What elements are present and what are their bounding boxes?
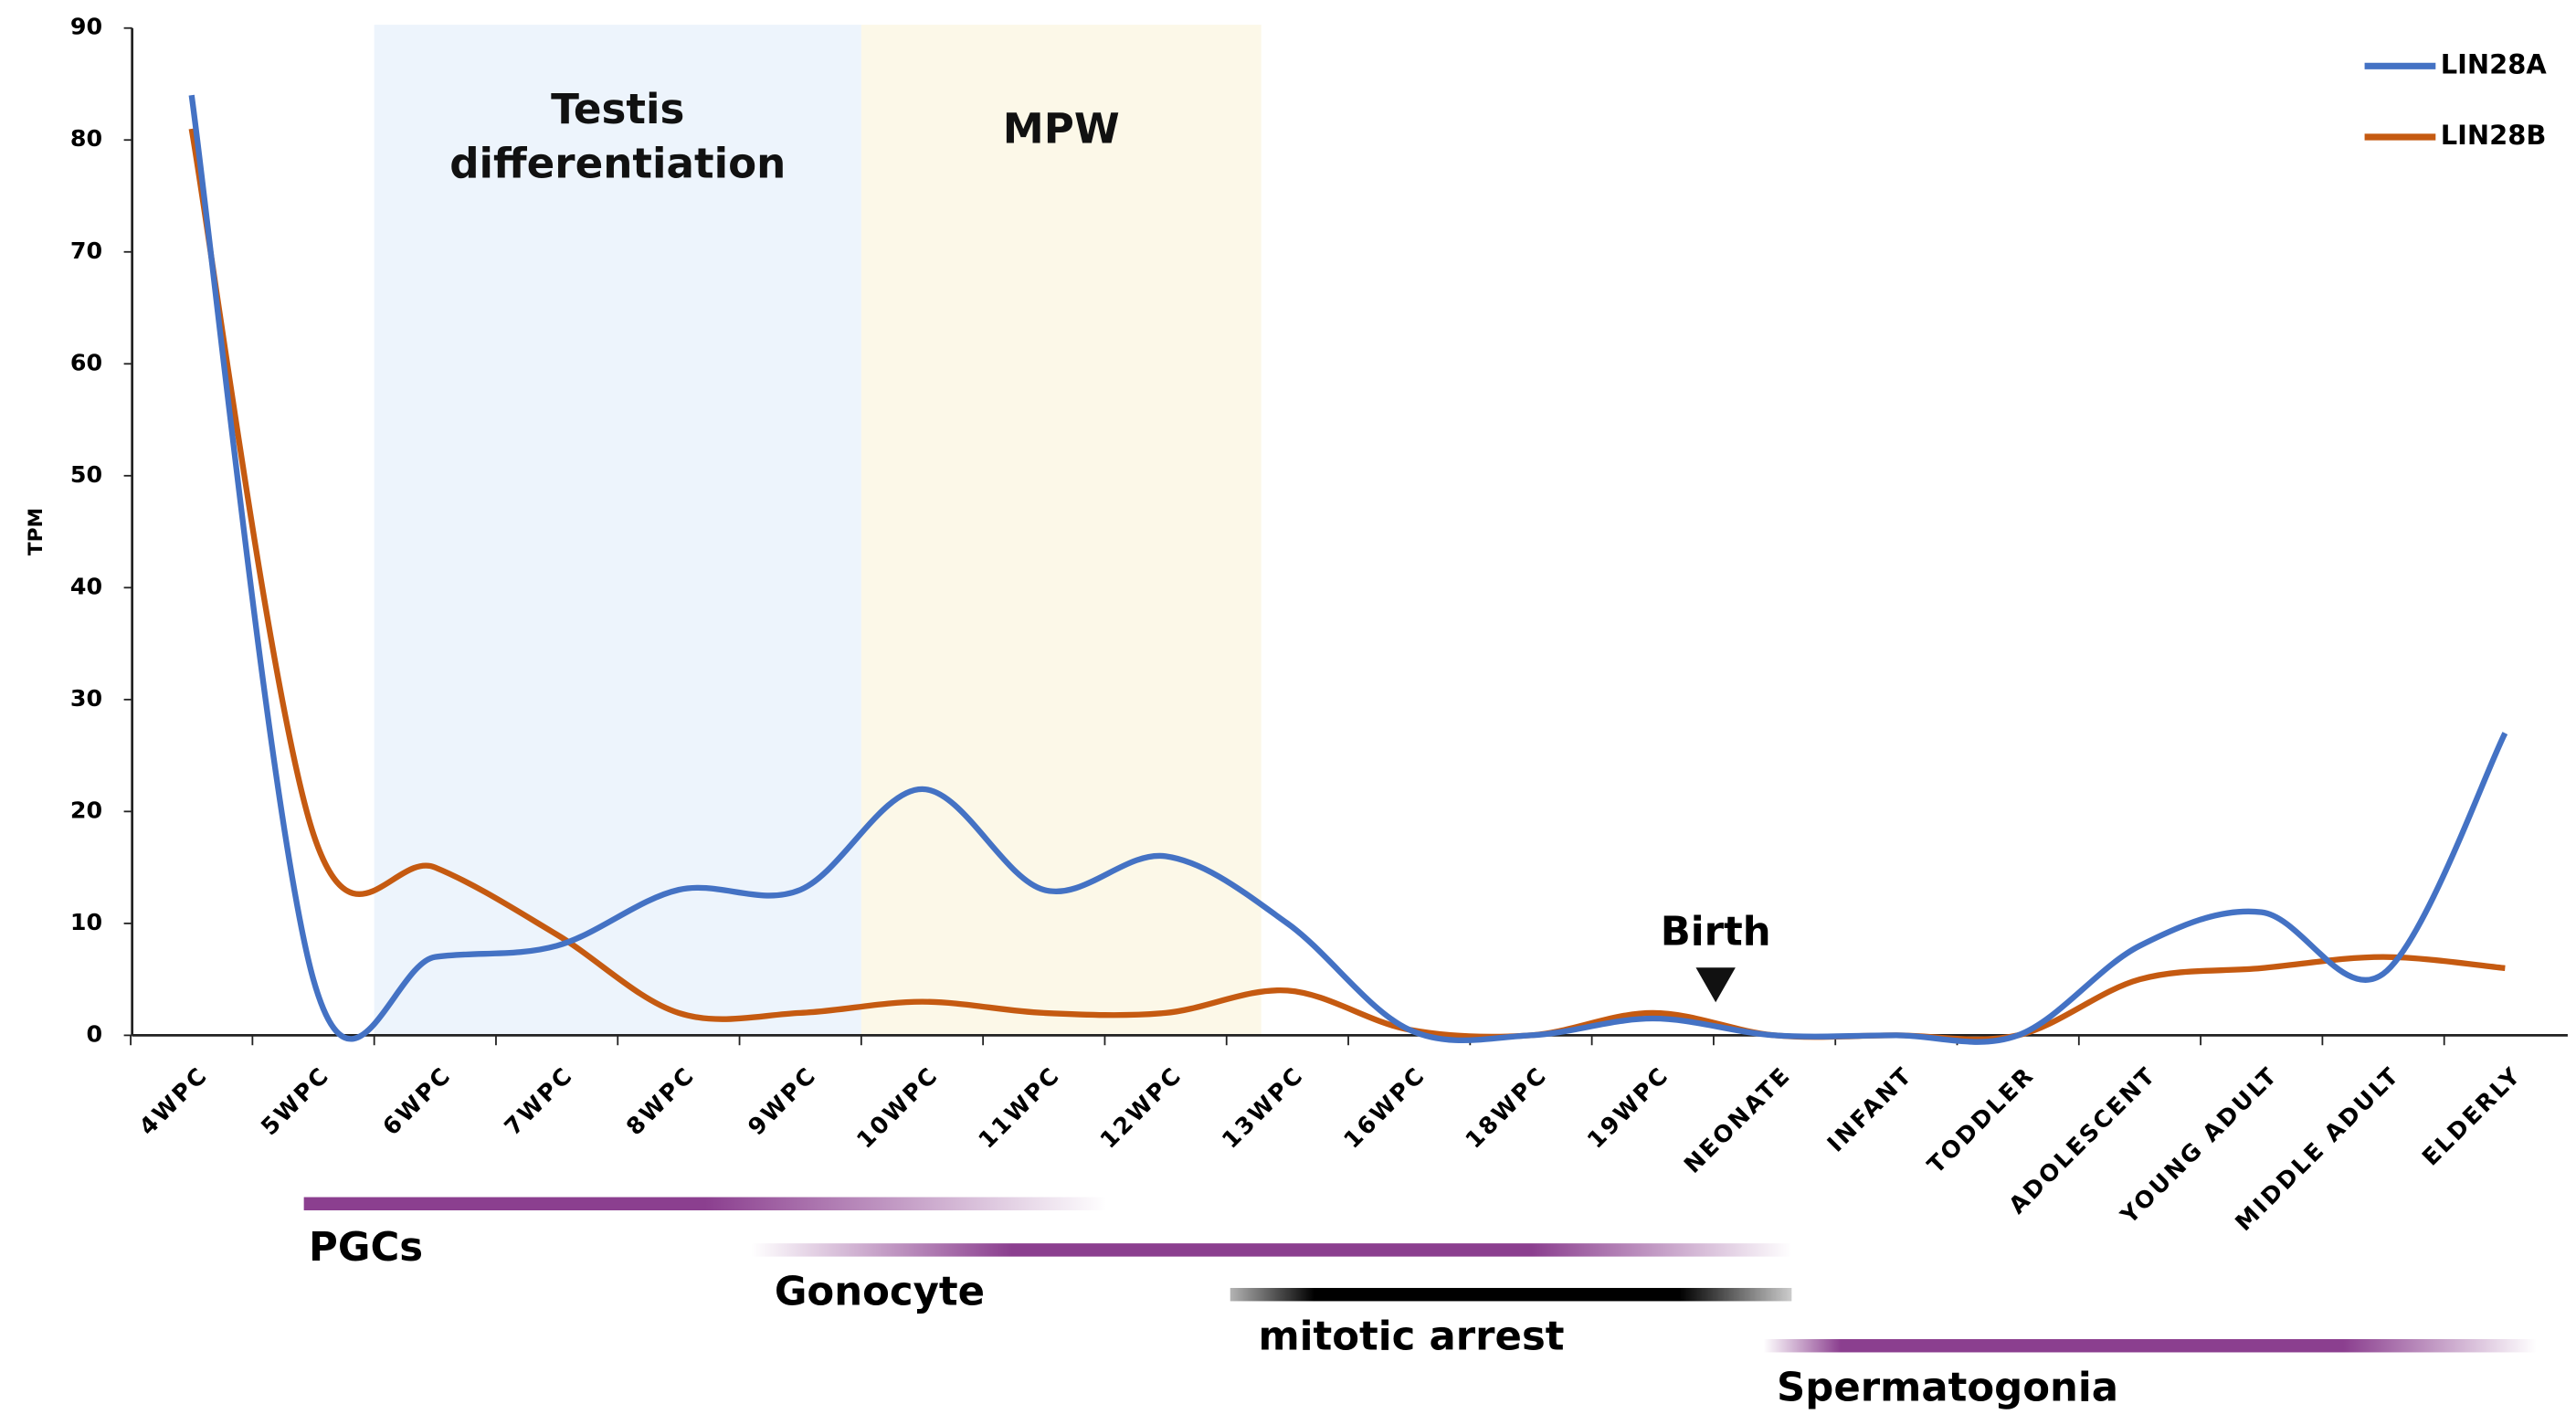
- birth-marker: [1695, 967, 1736, 1003]
- region: [374, 25, 861, 1036]
- x-tick-label: INFANT: [1822, 1061, 1918, 1157]
- y-tick-label: 20: [70, 797, 102, 823]
- stage-label: PGCs: [309, 1225, 423, 1271]
- x-tick-label: 12WPC: [1095, 1061, 1188, 1154]
- x-tick-label: 11WPC: [973, 1061, 1065, 1154]
- x-tick-label: 7WPC: [500, 1061, 579, 1141]
- x-tick-label: 9WPC: [743, 1061, 822, 1141]
- x-tick-label: ELDERLY: [2417, 1061, 2527, 1171]
- y-tick-label: 0: [86, 1020, 102, 1047]
- x-tick-label: 5WPC: [256, 1061, 335, 1141]
- legend-label: LIN28B: [2441, 120, 2547, 151]
- x-tick-label: 16WPC: [1338, 1061, 1431, 1154]
- y-tick-label: 30: [70, 685, 102, 712]
- stage-bar: [1763, 1339, 2537, 1353]
- x-tick-label: 19WPC: [1582, 1061, 1674, 1154]
- x-tick-label: 6WPC: [377, 1061, 457, 1141]
- stage-bar: [303, 1197, 1107, 1211]
- y-tick-label: 40: [70, 573, 102, 599]
- y-tick-label: 60: [70, 349, 102, 375]
- y-axis-label: TPM: [25, 508, 48, 555]
- y-tick-label: 70: [70, 238, 102, 264]
- x-tick-label: 10WPC: [851, 1061, 944, 1154]
- stage-bar: [1230, 1287, 1792, 1302]
- region-label: MPW: [1003, 105, 1120, 153]
- stage-label: mitotic arrest: [1258, 1314, 1564, 1360]
- series-line: [188, 94, 2508, 1045]
- x-tick-label: 13WPC: [1217, 1061, 1309, 1154]
- stage-bar: [751, 1243, 1792, 1257]
- x-tick-label: 8WPC: [621, 1061, 701, 1141]
- region: [860, 25, 1262, 1036]
- region-label: differentiation: [449, 140, 786, 188]
- y-tick-label: 10: [70, 909, 102, 935]
- stage-label: Spermatogonia: [1777, 1366, 2118, 1411]
- stage-label: Gonocyte: [775, 1270, 985, 1315]
- x-tick-label: 18WPC: [1461, 1061, 1553, 1154]
- x-tick-label: 4WPC: [134, 1061, 214, 1141]
- y-tick-label: 90: [70, 14, 102, 40]
- x-tick-label: TODDLER: [1922, 1061, 2039, 1178]
- x-tick-label: NEONATE: [1679, 1061, 1796, 1178]
- y-tick-label: 50: [70, 461, 102, 488]
- region-label: Testis: [551, 85, 684, 133]
- series-line: [188, 128, 2506, 1043]
- y-tick-label: 80: [70, 125, 102, 152]
- event-label: Birth: [1661, 910, 1771, 955]
- legend-label: LIN28A: [2441, 48, 2548, 79]
